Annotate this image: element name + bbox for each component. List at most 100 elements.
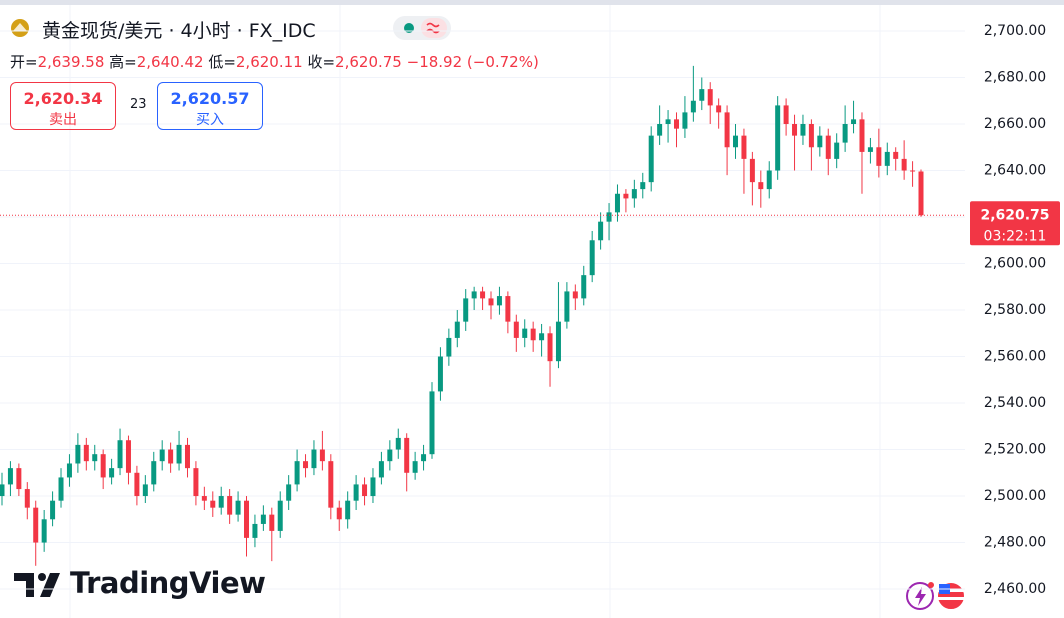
candle-body xyxy=(328,461,334,508)
sell-button[interactable]: 2,620.34 卖出 xyxy=(10,82,116,130)
candle-body xyxy=(775,105,781,171)
y-tick-label: 2,640.00 xyxy=(984,163,1046,179)
symbol-icon-shape xyxy=(13,23,27,31)
candle-body xyxy=(505,296,511,322)
candle-body xyxy=(783,105,789,125)
buy-label: 买入 xyxy=(196,112,224,128)
candle-body xyxy=(539,333,545,341)
candle-body xyxy=(378,461,384,478)
candle-body xyxy=(176,444,182,464)
logo-icon xyxy=(14,573,60,597)
y-tick-label: 2,680.00 xyxy=(984,70,1046,86)
candle-body xyxy=(319,449,325,462)
sell-label: 卖出 xyxy=(49,112,77,128)
y-tick-label: 2,500.00 xyxy=(984,488,1046,504)
candle-body xyxy=(0,484,5,497)
candle-body xyxy=(404,437,410,473)
candle-body xyxy=(286,484,292,501)
candle-body xyxy=(614,193,620,213)
candle-body xyxy=(429,391,435,455)
candle-body xyxy=(235,500,241,515)
candle-body xyxy=(218,496,224,508)
candle-body xyxy=(640,182,646,190)
flag-stripe xyxy=(938,597,964,600)
y-tick-label: 2,660.00 xyxy=(984,116,1046,132)
ohlc-label: 开= xyxy=(10,53,38,71)
candle-body xyxy=(7,468,13,485)
candle-body xyxy=(142,484,148,497)
candle-body xyxy=(758,182,764,190)
top-bar xyxy=(0,0,1064,5)
candle-body xyxy=(33,507,39,543)
candle-body xyxy=(370,477,376,497)
spread: 23 xyxy=(130,97,147,112)
candle-body xyxy=(867,147,873,152)
candle-body xyxy=(125,440,131,473)
notify-dot xyxy=(928,582,934,588)
candle-body xyxy=(353,484,359,501)
candle-body xyxy=(311,449,317,469)
candle-body xyxy=(269,514,275,531)
candle-body xyxy=(682,112,688,129)
y-tick-label: 2,520.00 xyxy=(984,442,1046,458)
candle-body xyxy=(547,333,553,362)
candle-body xyxy=(277,500,283,531)
candle-body xyxy=(800,124,806,136)
last-price-box xyxy=(970,201,1060,246)
sell-price: 2,620.34 xyxy=(23,89,103,108)
candle-body xyxy=(496,296,502,306)
ohlc-label: 收= xyxy=(307,53,336,71)
status-dot xyxy=(404,23,414,33)
candle-body xyxy=(100,454,106,478)
candle-body xyxy=(766,170,772,190)
ohlc-header: 开=2,639.58 高=2,640.42 低=2,620.11 收=2,620… xyxy=(10,51,539,72)
candle-body xyxy=(260,514,266,524)
candle-body xyxy=(109,468,115,478)
candle-body xyxy=(699,89,705,101)
candle-body xyxy=(201,496,207,501)
candle-body xyxy=(159,449,165,462)
candle-body xyxy=(825,135,831,159)
candle-body xyxy=(834,142,840,159)
candle-body xyxy=(918,171,924,216)
candle-body xyxy=(530,328,536,341)
candle-body xyxy=(488,298,494,306)
candle-body xyxy=(480,291,486,299)
candle-body xyxy=(41,519,47,543)
candle-body xyxy=(463,298,469,322)
candle-body xyxy=(716,105,722,113)
candle-body xyxy=(724,112,730,148)
candle-body xyxy=(446,337,452,357)
candle-body xyxy=(303,461,309,469)
buy-button[interactable]: 2,620.57 买入 xyxy=(157,82,263,130)
candle-body xyxy=(24,489,30,508)
candle-body xyxy=(294,461,300,485)
candle-body xyxy=(901,158,907,171)
candle-body xyxy=(792,124,798,136)
ohlc-value: 2,620.11 xyxy=(235,53,303,71)
logo-shape xyxy=(38,573,46,581)
candle-body xyxy=(842,124,848,143)
candle-body xyxy=(631,189,637,199)
y-tick-label: 2,700.00 xyxy=(984,23,1046,39)
brand: TradingView xyxy=(70,566,266,600)
candle-body xyxy=(184,444,190,469)
candle-body xyxy=(75,444,81,464)
candle-body xyxy=(910,170,916,172)
candle-body xyxy=(345,500,351,520)
candle-body xyxy=(336,507,342,520)
candle-body xyxy=(210,500,216,508)
candle-body xyxy=(454,321,460,338)
candle-body xyxy=(741,135,747,159)
bottom-icons[interactable] xyxy=(906,581,966,611)
candle-body xyxy=(437,356,443,392)
flag-stripe xyxy=(938,589,964,592)
candle-body xyxy=(707,89,713,106)
ohlc-value: 2,640.42 xyxy=(136,53,204,71)
logo-shape xyxy=(40,573,60,597)
last-price-label: 2,620.75 xyxy=(980,207,1049,223)
candle-body xyxy=(83,444,89,462)
candle-body xyxy=(657,124,663,136)
candle-body xyxy=(513,321,519,338)
